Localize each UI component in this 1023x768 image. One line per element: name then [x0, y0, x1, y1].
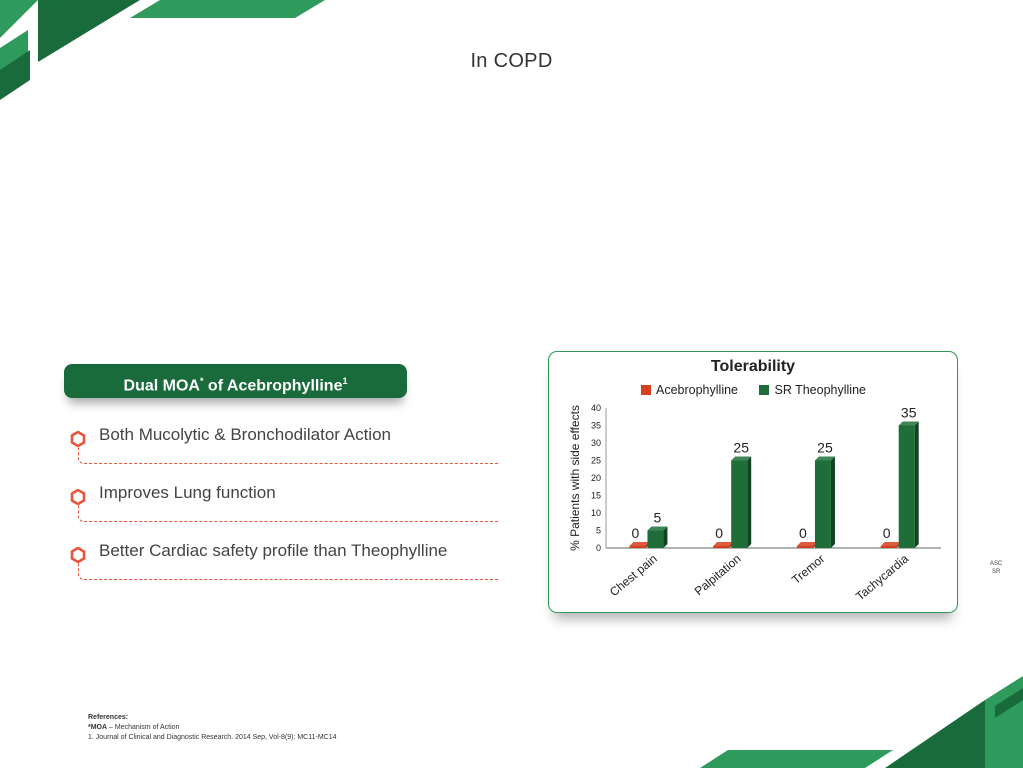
benefit-text: Improves Lung function — [99, 483, 276, 502]
bar — [731, 460, 748, 548]
data-label: 0 — [799, 525, 807, 541]
y-tick-label: 10 — [591, 508, 601, 518]
y-tick-label: 5 — [596, 526, 601, 536]
bar-chart: % Patients with side effects 051015202530… — [568, 403, 941, 603]
bar — [629, 546, 646, 548]
data-label: 25 — [733, 440, 749, 456]
x-tick-label: Chest pain — [607, 552, 660, 600]
side-note: ASC SR — [990, 560, 1002, 576]
bar-top — [814, 456, 835, 461]
moa-footnote: *MOA – Mechanism of Action — [88, 723, 337, 733]
references-heading: References: — [88, 714, 129, 721]
moa-heading: Dual MOA* of Acebrophylline1 — [64, 364, 407, 398]
benefit-text: Both Mucolytic & Bronchodilator Action — [99, 425, 391, 444]
chart-legend: Acebrophylline SR Theophylline — [641, 383, 884, 397]
bar-top — [898, 421, 919, 426]
moa-definition: – Mechanism of Action — [107, 724, 180, 731]
y-tick-label: 35 — [591, 421, 601, 431]
x-tick-label: Tachycardia — [853, 551, 911, 603]
bar — [647, 530, 664, 548]
tolerability-chart-card: Tolerability Acebrophylline SR Theophyll… — [548, 351, 958, 613]
moa-label-rest: of Acebrophylline — [203, 377, 343, 395]
y-tick-label: 15 — [591, 491, 601, 501]
y-tick-label: 40 — [591, 403, 601, 413]
dashed-divider — [78, 561, 499, 580]
y-tick-label: 0 — [596, 543, 601, 553]
dashed-divider — [78, 445, 499, 464]
references: References: *MOA – Mechanism of Action 1… — [88, 713, 337, 743]
legend-item-sr-theophylline: SR Theophylline — [759, 383, 866, 397]
data-label: 35 — [901, 405, 917, 421]
moa-label: Dual MOA — [123, 377, 200, 395]
bar-side — [747, 456, 752, 548]
legend-swatch-red — [641, 385, 651, 395]
benefit-item: Better Cardiac safety profile than Theop… — [68, 541, 499, 581]
legend-swatch-green — [759, 385, 770, 395]
benefit-item: Improves Lung function — [68, 483, 499, 523]
moa-reference-mark: 1 — [342, 376, 348, 386]
bar-top — [796, 542, 817, 546]
bar — [796, 546, 813, 548]
page-title: In COPD — [470, 50, 553, 72]
side-note-line: SR — [992, 569, 1001, 575]
y-tick-label: 20 — [591, 473, 601, 483]
bar-top — [713, 542, 734, 546]
data-label: 0 — [715, 525, 723, 541]
legend-label: Acebrophylline — [656, 383, 738, 397]
benefit-item: Both Mucolytic & Bronchodilator Action — [68, 425, 499, 465]
data-label: 5 — [654, 510, 662, 526]
x-tick-label: Palpitation — [692, 552, 744, 599]
moa-asterisk: * — [199, 376, 204, 386]
bar — [880, 546, 897, 548]
bar — [713, 546, 730, 548]
chart-title: Tolerability — [710, 358, 796, 375]
x-tick-label: Tremor — [789, 552, 827, 587]
legend-item-acebrophylline: Acebrophylline — [641, 383, 738, 397]
bar-side — [914, 421, 919, 548]
benefit-text: Better Cardiac safety profile than Theop… — [99, 541, 448, 560]
bar-side — [663, 526, 668, 548]
data-label: 25 — [817, 440, 833, 456]
side-note-line: ASC — [990, 561, 1003, 567]
bar-top — [880, 542, 901, 546]
reference-1: 1. Journal of Clinical and Diagnostic Re… — [88, 734, 337, 741]
bar-top — [629, 542, 650, 546]
y-tick-label: 25 — [591, 456, 601, 466]
dashed-divider — [78, 503, 499, 522]
bar — [814, 460, 831, 548]
legend-label: SR Theophylline — [774, 383, 866, 397]
y-axis-label: % Patients with side effects — [568, 405, 582, 551]
bar-top — [731, 456, 752, 461]
bar-top — [647, 526, 668, 531]
bar — [898, 425, 915, 548]
moa-abbreviation: *MOA — [88, 724, 108, 731]
data-label: 0 — [632, 525, 640, 541]
bar-side — [830, 456, 835, 548]
data-label: 0 — [883, 525, 891, 541]
y-tick-label: 30 — [591, 438, 601, 448]
